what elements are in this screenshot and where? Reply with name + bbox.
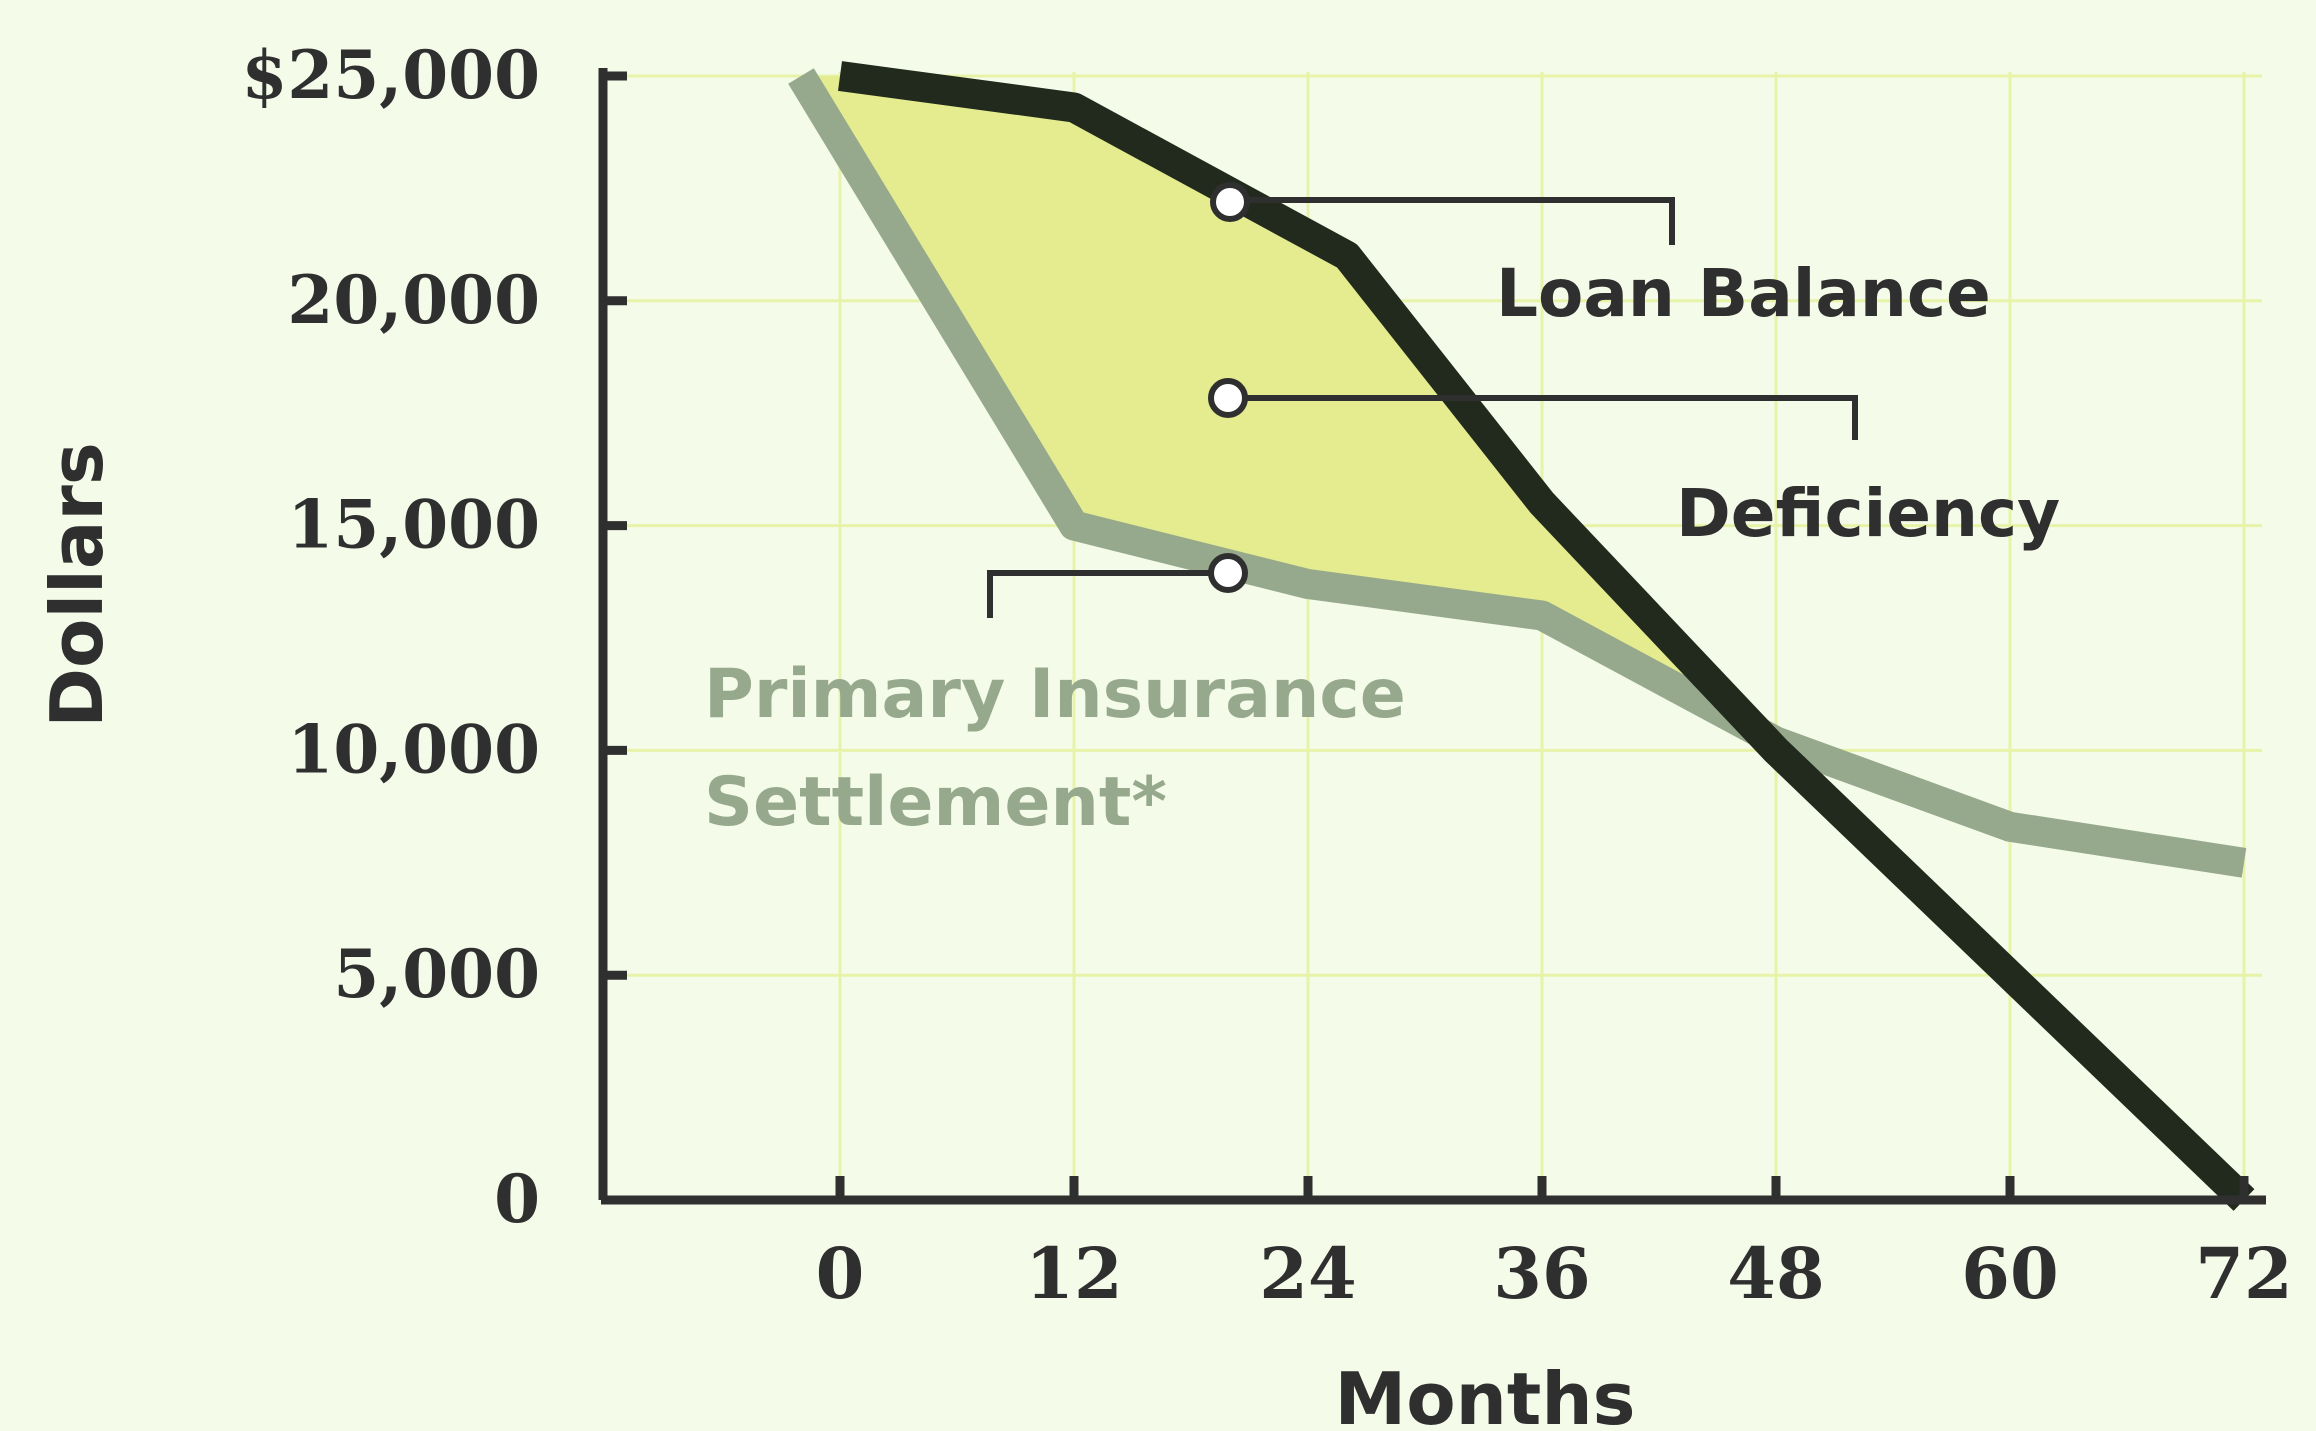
x-tick-label-6: 72	[2195, 1232, 2292, 1315]
x-tick-label-1: 12	[1025, 1232, 1122, 1315]
insurance-label-line-1: Settlement*	[704, 763, 1167, 842]
x-tick-label-4: 48	[1727, 1232, 1824, 1315]
x-tick-label-2: 24	[1259, 1232, 1356, 1315]
insurance-label-line-0: Primary Insurance	[704, 655, 1406, 734]
axes	[598, 68, 2266, 1205]
loan-balance-label: Loan Balance	[1496, 255, 1991, 332]
y-tick-label-3: 15,000	[287, 486, 540, 564]
y-tick-label-5: $25,000	[241, 36, 540, 114]
y-axis-title: Dollars	[35, 442, 119, 728]
y-tick-label-1: 5,000	[333, 935, 540, 1013]
deficiency-area	[801, 76, 1737, 728]
y-tick-label-4: 20,000	[287, 261, 540, 339]
series-lines	[788, 61, 2255, 1211]
deficiency-label: Deficiency	[1676, 475, 2060, 552]
x-tick-label-3: 36	[1493, 1232, 1590, 1315]
insurance-settlement-label: Primary Insurance Settlement*	[704, 655, 1406, 842]
insurance-settlement-leader	[987, 570, 1228, 618]
deficiency-marker	[1208, 378, 1248, 418]
y-tick-label-2: 10,000	[287, 710, 540, 788]
deficiency-leader	[1228, 395, 1858, 440]
insurance-settlement-line	[788, 68, 2247, 878]
tick-labels: 0 5,000 10,000 15,000 20,000 $25,000 0 12 24 36 48…	[241, 36, 2292, 1315]
loan-balance-marker	[1210, 182, 1250, 222]
x-tick-label-0: 0	[816, 1232, 865, 1315]
x-axis-title: Months	[1335, 1357, 1636, 1431]
x-tick-label-5: 60	[1961, 1232, 2058, 1315]
callouts: Loan Balance Deficiency Primary Insuranc…	[704, 182, 2060, 842]
loan-balance-leader	[1230, 197, 1675, 245]
grid	[603, 72, 2262, 1200]
insurance-settlement-marker	[1208, 553, 1248, 593]
y-tick-label-0: 0	[494, 1160, 540, 1238]
loan-balance-line	[838, 61, 2255, 1211]
